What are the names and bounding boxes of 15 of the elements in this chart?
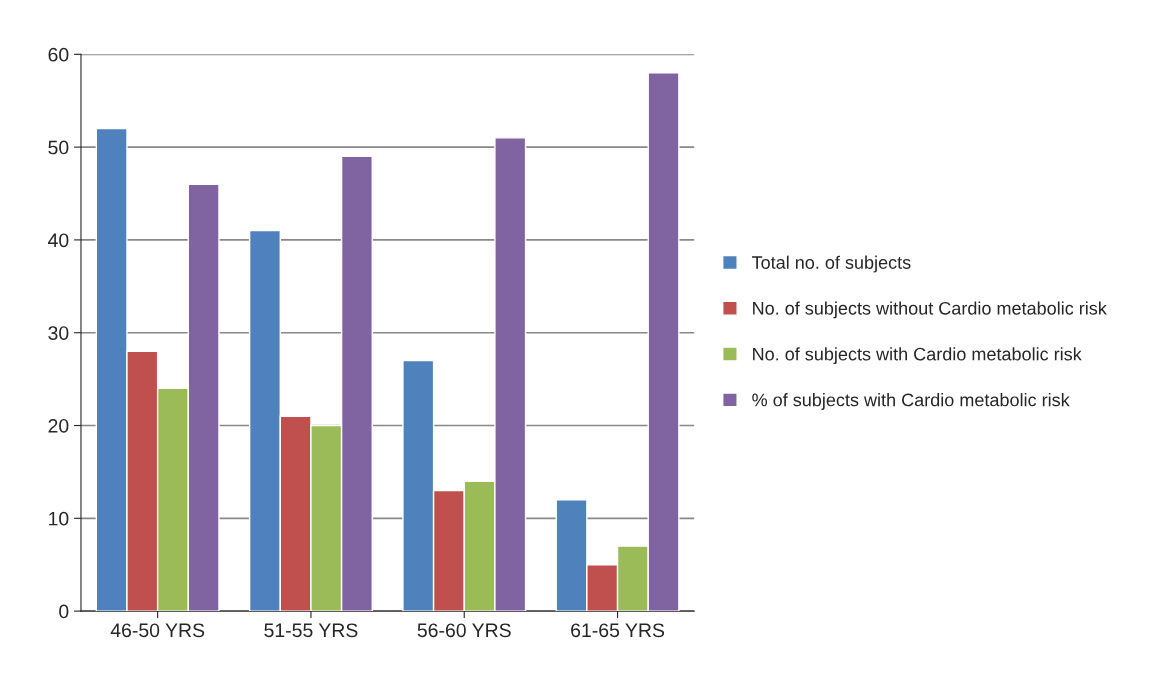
- x-tick-label: 56-60 YRS: [417, 623, 511, 638]
- x-tick-label: 51-55 YRS: [264, 623, 358, 638]
- legend-label: % of subjects with Cardio metabolic risk: [752, 393, 1070, 410]
- legend-label: No. of subjects without Cardio metabolic risk: [753, 301, 1107, 319]
- y-tick-label: 60: [48, 47, 69, 62]
- y-tick-label: 20: [48, 418, 69, 433]
- x-tick-label: 61-65 YRS: [571, 623, 665, 638]
- legend-label: Total no. of subjects: [752, 255, 911, 273]
- y-tick-label: 0: [59, 604, 69, 619]
- legend-label: No. of subjects with Cardio metabolic risk: [753, 347, 1082, 365]
- y-tick-label: 10: [49, 511, 69, 526]
- y-tick-label: 50: [48, 140, 69, 155]
- y-tick-label: 40: [48, 233, 69, 248]
- y-tick-label: 30: [48, 326, 69, 340]
- x-tick-label: 46-50 YRS: [110, 623, 205, 638]
